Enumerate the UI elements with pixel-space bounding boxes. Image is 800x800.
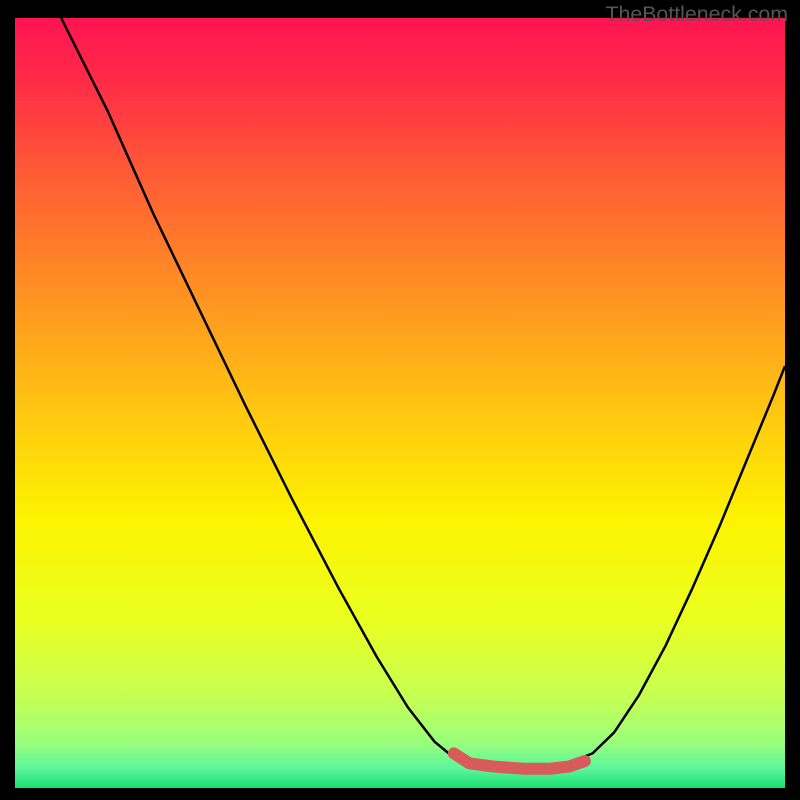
curve-layer bbox=[15, 18, 785, 788]
bottleneck-curve bbox=[61, 18, 785, 765]
chart-frame: TheBottleneck.com bbox=[0, 0, 800, 800]
watermark-text: TheBottleneck.com bbox=[605, 2, 788, 27]
highlight-segment bbox=[454, 753, 585, 768]
plot-area bbox=[15, 18, 785, 788]
